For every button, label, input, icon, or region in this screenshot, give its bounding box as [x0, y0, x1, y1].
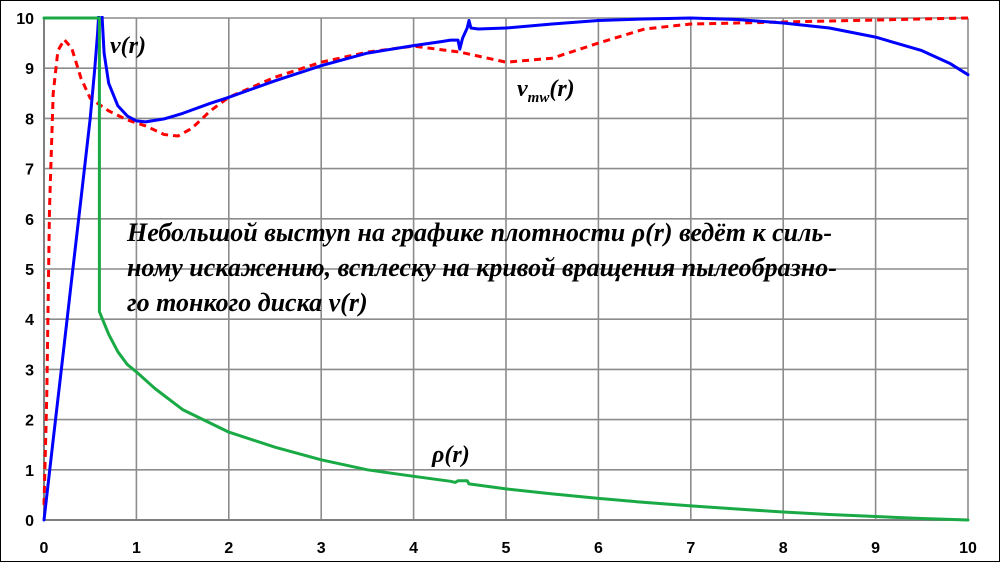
x-tick-label-10: 10	[959, 540, 977, 557]
y-tick-label-2: 2	[25, 413, 34, 430]
axes	[43, 18, 968, 521]
x-tick-label-8: 8	[779, 540, 788, 557]
y-tick-label-4: 4	[25, 312, 34, 329]
series-label-v: v(r)	[110, 33, 146, 59]
y-tick-label-3: 3	[25, 362, 34, 379]
x-tick-label-0: 0	[40, 540, 49, 557]
x-tick-label-2: 2	[224, 540, 233, 557]
y-tick-label-10: 10	[16, 11, 34, 28]
x-tick-label-5: 5	[502, 540, 511, 557]
y-tick-label-0: 0	[25, 513, 34, 530]
y-tick-label-7: 7	[25, 162, 34, 179]
x-tick-label-7: 7	[686, 540, 695, 557]
x-tick-label-6: 6	[594, 540, 603, 557]
annotation-line-1: Небольшой выступ на графике плотности ρ(…	[126, 218, 832, 247]
series-label-vmw-sub: mw	[528, 90, 551, 106]
y-tick-labels: 0 1 2 3 4 5 6 7 8 9 10	[16, 11, 34, 530]
x-tick-labels: 0 1 2 3 4 5 6 7 8 9 10	[40, 540, 977, 557]
x-tick-label-4: 4	[409, 540, 418, 557]
x-tick-label-1: 1	[132, 540, 141, 557]
series-label-rho: ρ(r)	[431, 442, 470, 468]
series-lines	[42, 16, 970, 522]
series-label-vmw: vmw(r)	[517, 76, 575, 106]
y-tick-label-6: 6	[25, 212, 34, 229]
annotation-text: Небольшой выступ на графике плотности ρ(…	[126, 218, 843, 317]
annotation-line-2: ному искажению, всплеску на кривой враще…	[127, 253, 837, 282]
annotation-line-3: го тонкого диска v(r)	[127, 288, 368, 317]
y-tick-label-9: 9	[25, 61, 34, 78]
series-label-vmw-base: v	[517, 76, 528, 102]
series-label-vmw-tail: (r)	[549, 76, 574, 102]
y-tick-label-1: 1	[25, 463, 34, 480]
series-line-2	[42, 16, 970, 522]
x-tick-label-3: 3	[317, 540, 326, 557]
series-label-v-text: v(r)	[110, 33, 146, 59]
x-tick-label-9: 9	[871, 540, 880, 557]
series-label-rho-text: ρ(r)	[431, 442, 470, 468]
y-tick-label-8: 8	[25, 111, 34, 128]
y-tick-label-5: 5	[25, 262, 34, 279]
